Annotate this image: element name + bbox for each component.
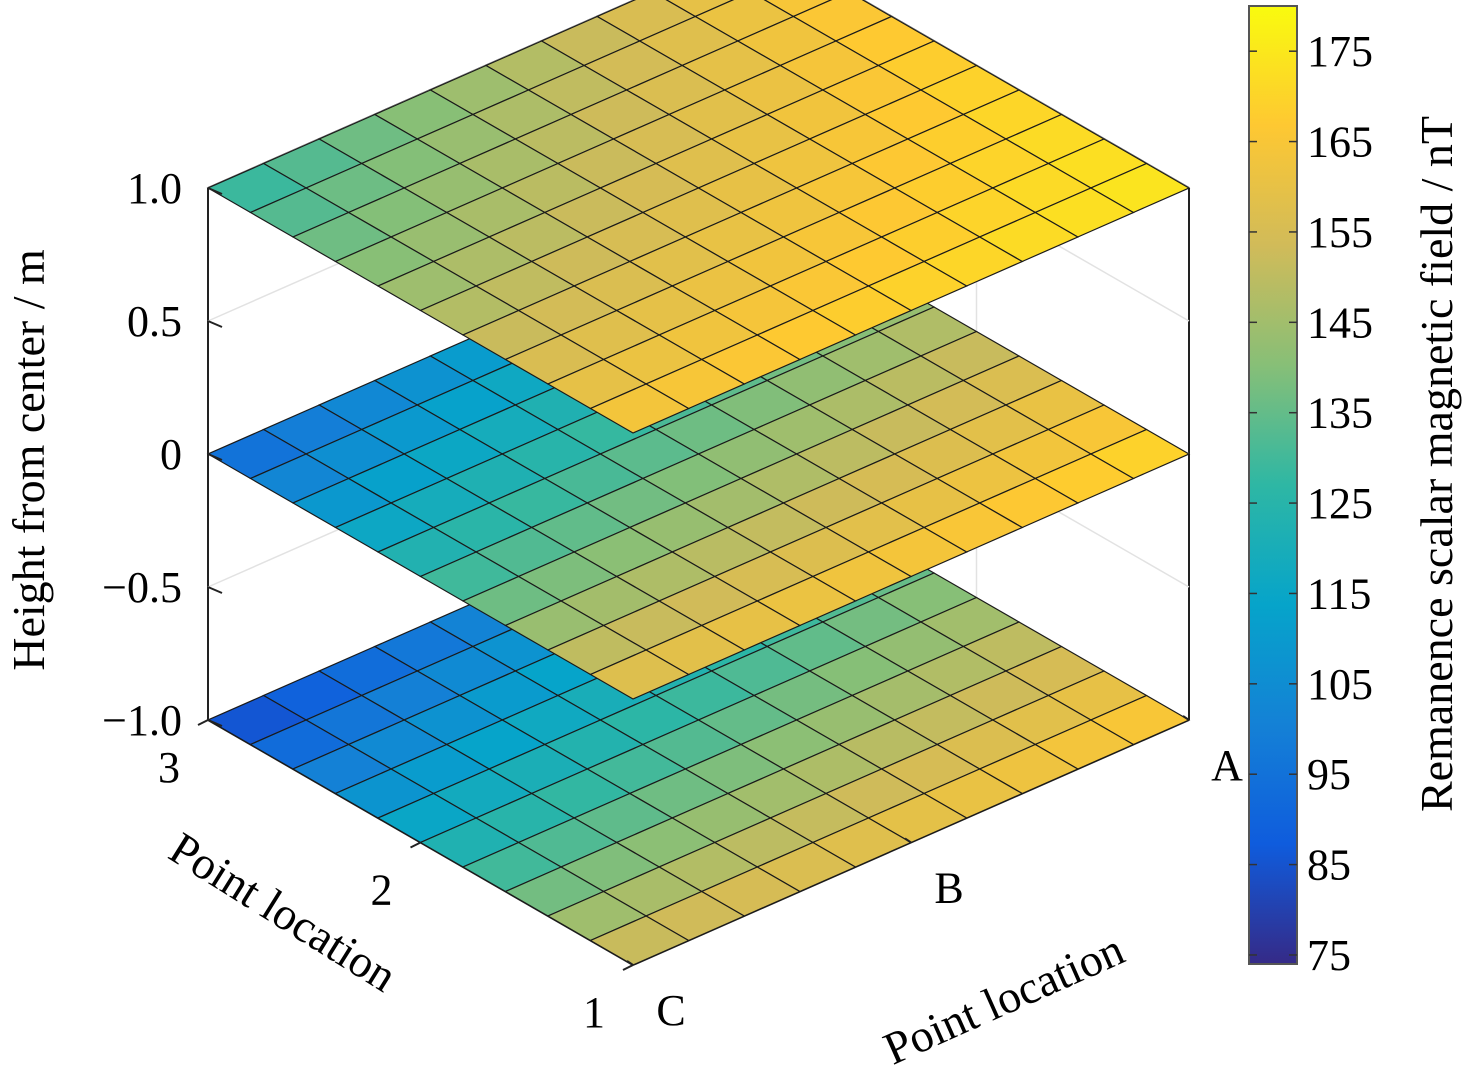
- z-tick-label: 0: [160, 430, 182, 479]
- surface-layers: [206, 0, 1191, 966]
- colorbar-tick-label: 85: [1307, 841, 1351, 890]
- x-tick-mark: [1182, 715, 1190, 721]
- x-tick-mark: [626, 960, 634, 966]
- z-axis-title: Height from center / m: [3, 249, 54, 671]
- z-tick-label: −0.5: [102, 563, 182, 612]
- z-tick-mark: [207, 187, 223, 195]
- colorbar: 175 165 155 145 135 125 115 105 95 85 75: [1248, 5, 1373, 980]
- z-tick-label: 0.5: [127, 297, 182, 346]
- y-tick-mark: [197, 719, 209, 726]
- axis-ticks: 1.0 0.5 0 −0.5 −1.0 1 2 3 C B A: [102, 164, 1243, 1037]
- y-tick-label: 1: [583, 988, 605, 1037]
- colorbar-tick-label: 105: [1307, 660, 1373, 709]
- colorbar-tick-label: 155: [1307, 208, 1373, 257]
- y-tick-mark: [622, 964, 634, 971]
- colorbar-tick-label: 175: [1307, 27, 1373, 76]
- y-tick-mark: [410, 841, 421, 849]
- y-axis-title: Point location: [161, 822, 406, 1001]
- colorbar-title: Remanence scalar magnetic field / nT: [1411, 116, 1462, 812]
- z-tick-mark: [207, 320, 223, 328]
- colorbar-tick-label: 165: [1307, 118, 1373, 167]
- y-tick-label: 2: [371, 866, 393, 915]
- x-axis-title: Point location: [876, 923, 1131, 1074]
- z-tick-mark: [207, 719, 223, 727]
- surface-cell: [589, 915, 690, 966]
- surface-cell: [589, 649, 690, 700]
- colorbar-tick-label: 75: [1307, 931, 1351, 980]
- z-tick-mark: [207, 453, 223, 461]
- colorbar-tick-label: 145: [1307, 298, 1373, 347]
- y-tick-label: 3: [158, 743, 180, 792]
- x-tick-label: A: [1211, 741, 1243, 790]
- x-tick-mark: [904, 837, 912, 844]
- z-tick-label: 1.0: [127, 164, 182, 213]
- x-tick-label: C: [656, 986, 685, 1035]
- colorbar-tick-label: 125: [1307, 479, 1373, 528]
- surface-cell: [589, 383, 690, 434]
- colorbar-tick-label: 115: [1307, 569, 1371, 618]
- colorbar-tick-label: 95: [1307, 750, 1351, 799]
- colorbar-scale: [1248, 5, 1298, 965]
- x-tick-label: B: [934, 864, 963, 913]
- z-tick-label: −1.0: [102, 696, 182, 745]
- surface-layer-z1: [206, 0, 1191, 434]
- colorbar-tick-label: 135: [1307, 389, 1373, 438]
- z-tick-mark: [207, 586, 223, 594]
